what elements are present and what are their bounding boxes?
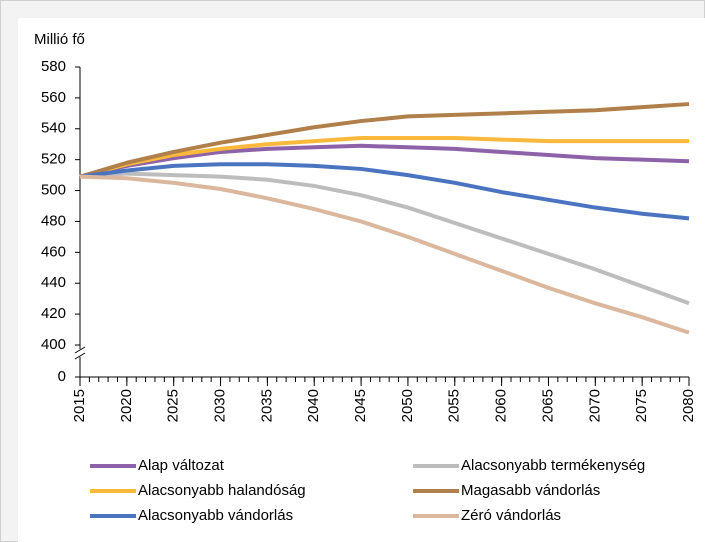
y-tick-label: 520 xyxy=(41,151,66,168)
y-tick-label: 400 xyxy=(41,336,66,353)
x-tick-label: 2025 xyxy=(165,389,182,422)
legend-label: Alacsonyabb vándorlás xyxy=(138,507,293,524)
x-tick-label: 2075 xyxy=(633,389,650,422)
legend-label: Alap változat xyxy=(138,457,225,474)
series-line xyxy=(79,171,690,306)
axis-break xyxy=(74,346,86,354)
x-tick-label: 2040 xyxy=(305,389,322,422)
y-tick-label: 500 xyxy=(41,182,66,199)
panel xyxy=(18,18,705,542)
y-tick-label: 0 xyxy=(58,368,66,385)
legend-label: Magasabb vándorlás xyxy=(461,482,600,499)
y-tick-label: 420 xyxy=(41,305,66,322)
y-tick-label: 460 xyxy=(41,243,66,260)
series-line xyxy=(79,174,690,335)
y-tick-label: 440 xyxy=(41,274,66,291)
series-line xyxy=(79,162,690,221)
legend-label: Alacsonyabb halandóság xyxy=(138,482,306,499)
y-axis-label: Millió fő xyxy=(34,31,85,48)
x-tick-label: 2080 xyxy=(680,389,697,422)
axis-break xyxy=(74,352,86,360)
x-tick-label: 2055 xyxy=(446,389,463,422)
y-tick-label: 540 xyxy=(41,120,66,137)
x-tick-label: 2060 xyxy=(493,389,510,422)
y-tick-label: 480 xyxy=(41,212,66,229)
legend-label: Alacsonyabb termékenység xyxy=(461,457,645,474)
y-tick-label: 580 xyxy=(41,58,66,75)
x-tick-label: 2070 xyxy=(586,389,603,422)
legend-label: Zéró vándorlás xyxy=(461,507,561,524)
series-line xyxy=(79,102,690,179)
series-line xyxy=(79,136,689,179)
x-tick-label: 2015 xyxy=(71,389,88,422)
x-tick-label: 2065 xyxy=(539,389,556,422)
x-tick-label: 2050 xyxy=(399,389,416,422)
x-tick-label: 2035 xyxy=(258,389,275,422)
y-tick-label: 560 xyxy=(41,89,66,106)
x-tick-label: 2030 xyxy=(212,389,229,422)
series-line xyxy=(79,143,690,179)
x-tick-label: 2020 xyxy=(118,389,135,422)
x-tick-label: 2045 xyxy=(352,389,369,422)
